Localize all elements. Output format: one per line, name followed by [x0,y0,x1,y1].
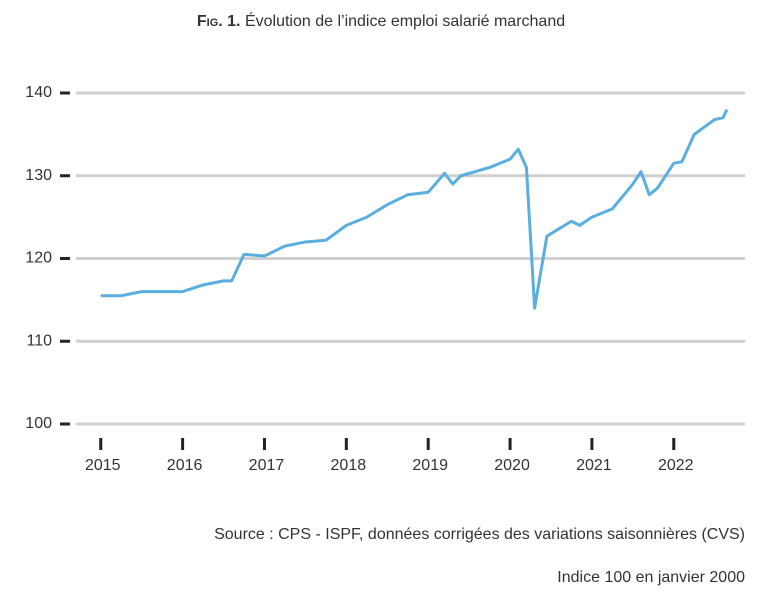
y-tick-label: 110 [26,332,52,349]
y-tick-label: 130 [25,167,52,184]
x-tick-label: 2016 [167,457,203,474]
x-tick-label: 2021 [576,457,612,474]
x-tick-label: 2017 [249,457,285,474]
x-tick-label: 2020 [494,457,530,474]
x-tick-label: 2018 [331,457,367,474]
y-tick-label: 140 [25,84,52,101]
x-tick-label: 2022 [658,457,694,474]
chart-title-line: Fig. 1. Évolution de l’indice emploi sal… [197,11,565,30]
data-line [100,108,729,310]
y-tick-label: 100 [25,415,52,432]
y-tick-label: 120 [25,250,52,267]
x-tick-label: 2015 [85,457,121,474]
chart-title: Évolution de l’indice emploi salarié mar… [245,11,565,30]
x-tick-label: 2019 [412,457,448,474]
figure-label: Fig. 1. [197,13,241,30]
index-note: Indice 100 en janvier 2000 [557,569,745,586]
source-note: Source : CPS - ISPF, données corrigées d… [214,526,745,543]
